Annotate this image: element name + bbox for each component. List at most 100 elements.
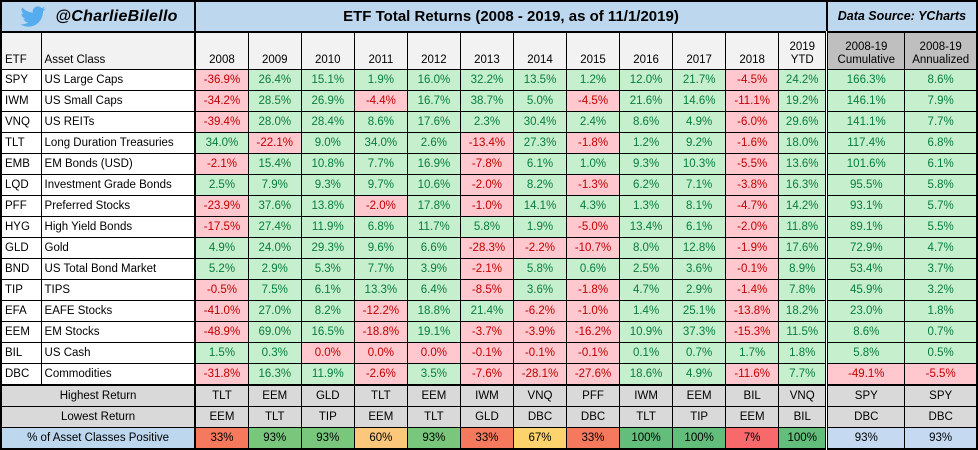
etf-ticker-cell: EMB (0, 153, 42, 175)
return-cell: 7.5% (247, 279, 302, 301)
return-cell: 34.0% (194, 132, 249, 154)
return-cell: 2.4% (566, 111, 621, 133)
return-cell: 4.7% (619, 279, 674, 301)
percent-positive-cell: 100% (619, 427, 674, 450)
return-cell: -4.5% (566, 90, 621, 112)
ticker-summary-cell: GLD (300, 384, 355, 407)
return-cell: 18.2% (778, 300, 828, 322)
return-cell: 7.9% (247, 174, 302, 196)
return-cell: -2.1% (459, 258, 514, 280)
return-cell: 4.9% (194, 237, 249, 259)
ticker-summary-cell: BIL (725, 384, 780, 407)
return-cell: 9.0% (300, 132, 355, 154)
year-column-header: 2015 (566, 31, 621, 70)
return-cell: 0.0% (300, 342, 355, 364)
return-cell: -0.1% (725, 258, 780, 280)
return-cell: 21.4% (459, 300, 514, 322)
return-cell: -5.0% (566, 216, 621, 238)
asset-class-cell: Preferred Stocks (40, 195, 196, 217)
year-column-header: 2010 (300, 31, 355, 70)
table-row: DBC Commodities -31.8% 16.3% 11.9% -2.6% 3.5% -… (0, 363, 978, 386)
return-cell: 8.2% (512, 174, 568, 196)
return-cell: -49.1% (825, 363, 906, 386)
return-cell: 141.1% (825, 111, 906, 133)
return-cell: 27.4% (247, 216, 302, 238)
return-cell: -11.1% (725, 90, 780, 112)
return-cell: 29.3% (300, 237, 355, 259)
return-cell: 5.2% (194, 258, 249, 280)
asset-class-cell: Long Duration Treasuries (40, 132, 196, 154)
return-cell: -12.2% (353, 300, 408, 322)
return-cell: 19.2% (778, 90, 828, 112)
etf-ticker-cell: GLD (0, 237, 42, 259)
return-cell: 11.9% (300, 216, 355, 238)
return-cell: 10.9% (619, 321, 674, 343)
return-cell: 14.1% (512, 195, 568, 217)
return-cell: 5.8% (904, 174, 978, 196)
return-cell: -0.1% (459, 342, 514, 364)
ticker-summary-cell: SPY (825, 384, 906, 407)
asset-class-cell: EM Stocks (40, 321, 196, 343)
return-cell: -0.1% (566, 342, 621, 364)
table-row: VNQ US REITs -39.4% 28.0% 28.4% 8.6% 17.6% 2.3%… (0, 111, 978, 133)
return-cell: 13.5% (512, 69, 568, 91)
ticker-summary-cell: EEM (247, 384, 302, 407)
etf-ticker-cell: IWM (0, 90, 42, 112)
return-cell: -36.9% (194, 69, 249, 91)
etf-ticker-cell: SPY (0, 69, 42, 91)
twitter-handle: @CharlieBilello (55, 8, 178, 25)
return-cell: 2.9% (672, 279, 727, 301)
return-cell: -39.4% (194, 111, 249, 133)
return-cell: -4.4% (353, 90, 408, 112)
percent-positive-cell: 33% (459, 427, 514, 450)
return-cell: 13.4% (619, 216, 674, 238)
return-cell: -0.1% (512, 342, 568, 364)
return-cell: 37.3% (672, 321, 727, 343)
percent-positive-cell: 93% (247, 427, 302, 450)
return-cell: 1.0% (566, 153, 621, 175)
return-cell: 16.7% (406, 90, 461, 112)
ticker-summary-cell: DBC (825, 406, 906, 428)
return-cell: 7.7% (353, 258, 408, 280)
return-cell: 117.4% (825, 132, 906, 154)
return-cell: 11.9% (300, 363, 355, 386)
return-cell: 11.5% (778, 321, 828, 343)
return-cell: -2.2% (512, 237, 568, 259)
page-title: ETF Total Returns (2008 - 2019, as of 11… (194, 0, 828, 33)
ticker-summary-cell: TLT (353, 384, 408, 407)
ticker-summary-cell: TLT (406, 406, 461, 428)
return-cell: 10.8% (300, 153, 355, 175)
ticker-summary-cell: DBC (904, 406, 978, 428)
etf-ticker-cell: HYG (0, 216, 42, 238)
return-cell: -5.5% (725, 153, 780, 175)
percent-positive-cell: 67% (512, 427, 568, 450)
return-cell: 11.8% (778, 216, 828, 238)
return-cell: 1.8% (778, 342, 828, 364)
return-cell: 18.6% (619, 363, 674, 386)
ticker-summary-cell: EEM (194, 406, 249, 428)
return-cell: 69.0% (247, 321, 302, 343)
return-cell: -3.9% (512, 321, 568, 343)
return-cell: -1.8% (566, 279, 621, 301)
return-cell: 8.6% (904, 69, 978, 91)
return-cell: 89.1% (825, 216, 906, 238)
return-cell: -22.1% (247, 132, 302, 154)
return-cell: -23.9% (194, 195, 249, 217)
return-cell: 19.1% (406, 321, 461, 343)
asset-class-column-header: Asset Class (40, 31, 196, 70)
return-cell: 0.1% (619, 342, 674, 364)
year-column-header: 2018 (725, 31, 780, 70)
return-cell: 5.3% (300, 258, 355, 280)
return-cell: 1.4% (619, 300, 674, 322)
return-cell: 10.6% (406, 174, 461, 196)
twitter-icon (18, 4, 48, 29)
return-cell: -2.6% (353, 363, 408, 386)
table-row: GLD Gold 4.9% 24.0% 29.3% 9.6% 6.6% -28.3% -2.2%… (0, 237, 978, 259)
return-cell: 6.2% (619, 174, 674, 196)
asset-class-cell: High Yield Bonds (40, 216, 196, 238)
percent-positive-cell: 7% (725, 427, 780, 450)
return-cell: 32.2% (459, 69, 514, 91)
return-cell: -3.8% (725, 174, 780, 196)
return-cell: 2.3% (459, 111, 514, 133)
return-cell: 7.1% (672, 174, 727, 196)
